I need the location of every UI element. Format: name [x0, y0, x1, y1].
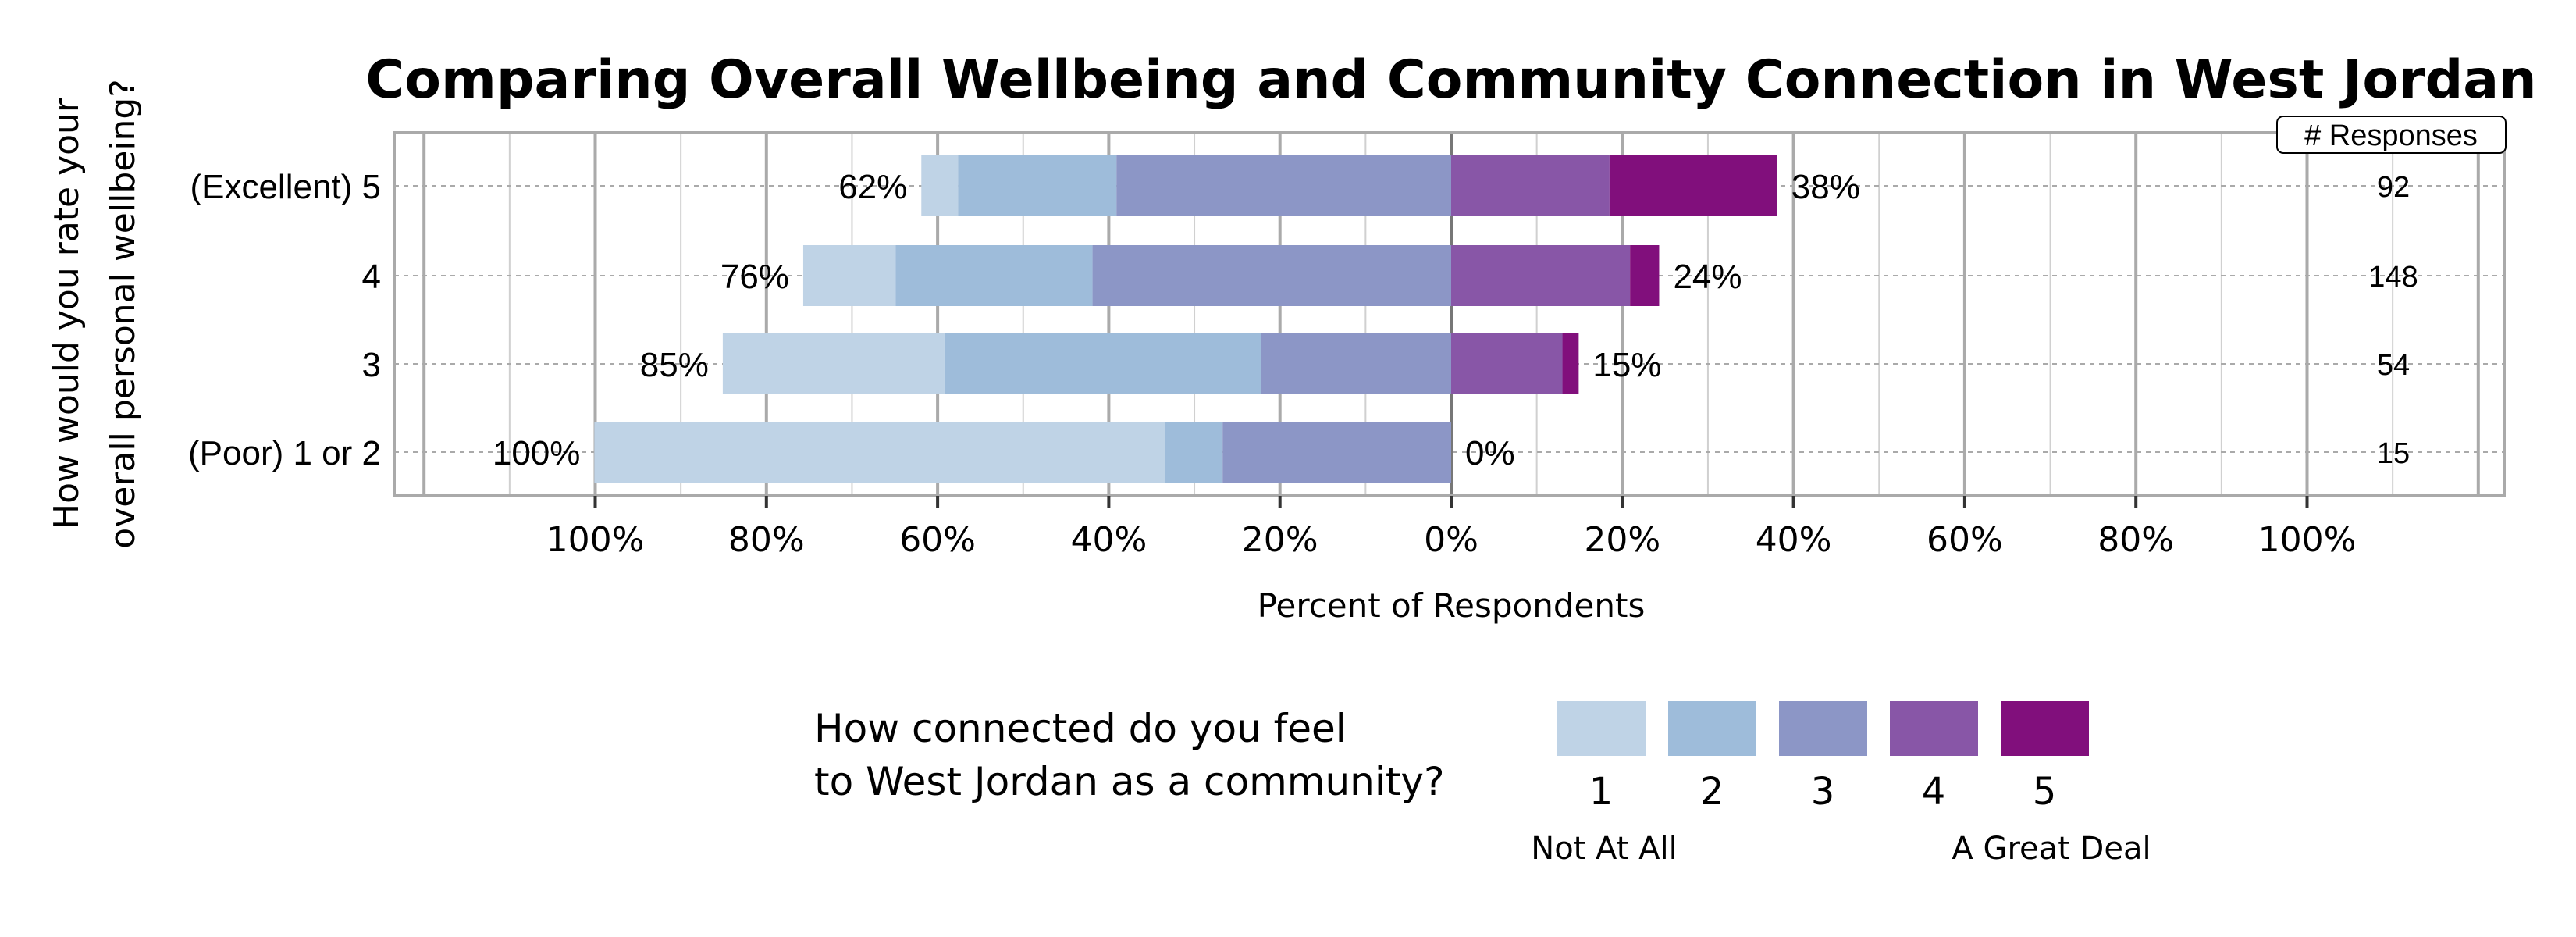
x-tick-label: 40%: [1071, 520, 1147, 560]
legend-high-label: A Great Deal: [1952, 831, 2151, 867]
left-percent-label: 62%: [838, 168, 907, 206]
legend-swatch-1: [1557, 701, 1646, 756]
legend-label-2: 2: [1700, 770, 1724, 814]
bar-segment-1: [722, 333, 945, 394]
x-tick-label: 100%: [2258, 520, 2357, 560]
bar-segment-3: [1092, 245, 1451, 306]
bar-segment-4: [1451, 333, 1563, 394]
x-tick-label: 60%: [899, 520, 976, 560]
chart-title: Comparing Overall Wellbeing and Communit…: [365, 49, 2536, 111]
legend-title-line2: to West Jordan as a community?: [814, 759, 1445, 804]
right-percent-label: 38%: [1791, 168, 1860, 206]
left-percent-label: 76%: [720, 258, 789, 296]
bar-segment-2: [958, 155, 1117, 216]
y-axis-categories: (Excellent) 5 4 3 (Poor) 1 or 2: [188, 168, 381, 472]
y-category-label: 3: [362, 346, 381, 384]
bar-segment-2: [944, 333, 1261, 394]
bar-segment-3: [1222, 422, 1451, 483]
right-percent-label: 15%: [1592, 346, 1661, 384]
legend: How connected do you feel to West Jordan…: [814, 701, 2151, 867]
legend-swatch-2: [1668, 701, 1756, 756]
bar-segment-5: [1609, 155, 1777, 216]
bar-segment-3: [1116, 155, 1451, 216]
response-count: 15: [2377, 437, 2410, 470]
left-percent-label: 100%: [493, 434, 581, 472]
plot-border: [393, 131, 2506, 497]
x-axis-label: Percent of Respondents: [1258, 586, 1646, 625]
legend-swatch-4: [1890, 701, 1978, 756]
responses-counts: 92 148 54 15: [2368, 171, 2418, 470]
x-tick-label: 60%: [1927, 520, 2003, 560]
legend-swatch-5: [2001, 701, 2089, 756]
x-tick-label: 80%: [2097, 520, 2174, 560]
y-category-label: (Poor) 1 or 2: [188, 434, 381, 472]
bar-segment-5: [1562, 333, 1579, 394]
bar-segment-2: [895, 245, 1093, 306]
left-percent-label: 85%: [640, 346, 709, 384]
x-tick-label: 0%: [1424, 520, 1478, 560]
responses-header-box: [2276, 116, 2507, 154]
bar-segment-1: [802, 245, 896, 306]
response-count: 148: [2368, 261, 2418, 294]
legend-label-5: 5: [2033, 770, 2057, 814]
bar-segment-1: [921, 155, 959, 216]
y-category-label: (Excellent) 5: [190, 168, 381, 206]
legend-label-4: 4: [1922, 770, 1946, 814]
legend-swatch-3: [1779, 701, 1867, 756]
bar-labels: 62% 38% 76% 24% 85% 15% 100% 0%: [493, 168, 1860, 472]
x-tick-label: 40%: [1756, 520, 1832, 560]
legend-title-line1: How connected do you feel: [814, 706, 1347, 751]
x-tick-label: 80%: [728, 520, 805, 560]
legend-low-label: Not At All: [1531, 831, 1677, 867]
right-percent-label: 0%: [1465, 434, 1515, 472]
response-count: 54: [2377, 349, 2410, 382]
x-axis-ticks: 100% 80% 60% 40% 20% 0% 20% 40% 60% 80% 100%: [546, 496, 2357, 560]
y-axis-label-line1: How would you rate your: [47, 98, 87, 529]
legend-label-3: 3: [1811, 770, 1835, 814]
bar-segment-3: [1261, 333, 1451, 394]
x-tick-label: 20%: [1584, 520, 1660, 560]
bar-segment-4: [1451, 155, 1610, 216]
bar-segment-4: [1451, 245, 1631, 306]
legend-label-1: 1: [1589, 770, 1614, 814]
right-percent-label: 24%: [1673, 258, 1742, 296]
y-category-label: 4: [362, 258, 381, 296]
bar-segment-5: [1630, 245, 1660, 306]
y-axis-label-line2: overall personal wellbeing?: [103, 79, 143, 548]
bar-segment-1: [594, 422, 1165, 483]
x-tick-label: 100%: [546, 520, 645, 560]
bars: [594, 155, 1777, 483]
bar-segment-2: [1165, 422, 1223, 483]
response-count: 92: [2377, 171, 2410, 204]
x-tick-label: 20%: [1242, 520, 1318, 560]
responses-header: # Responses: [2304, 119, 2478, 152]
